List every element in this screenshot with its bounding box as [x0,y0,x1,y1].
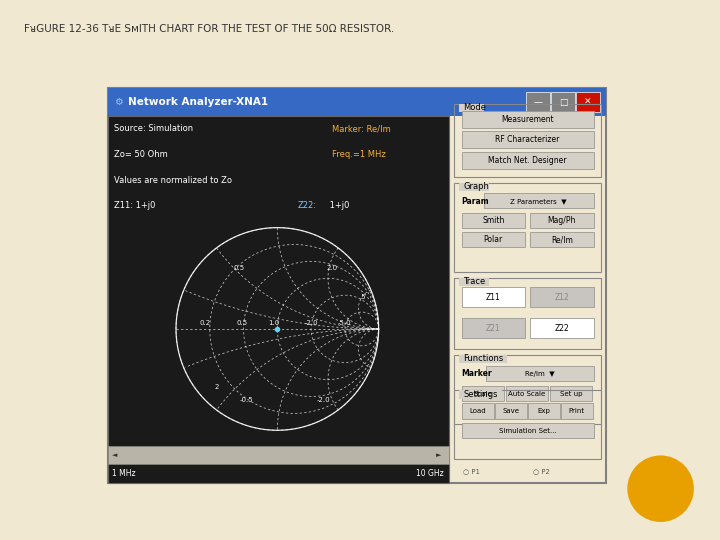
Bar [576,92,600,112]
Bar [454,355,601,424]
Text: 0.5: 0.5 [233,265,244,271]
Bar [505,386,548,401]
Circle shape [627,455,694,522]
Bar [459,183,489,192]
Text: □: □ [559,98,567,107]
Text: Scale: Scale [474,391,492,397]
Bar [454,183,601,272]
Text: Z22: Z22 [554,323,570,333]
Text: -2.0: -2.0 [317,397,330,403]
Bar [454,390,601,460]
Text: Z11: 1+j0: Z11: 1+j0 [114,201,156,211]
Text: ○ P1: ○ P1 [463,468,480,474]
Text: Z22:: Z22: [297,201,316,211]
Bar [530,213,593,228]
Text: Smith: Smith [482,216,505,225]
Bar [108,88,606,117]
Text: Save: Save [502,408,519,414]
Bar [108,117,449,483]
Bar [108,117,449,483]
Text: Set up: Set up [559,391,582,397]
Text: Print: Print [569,408,585,414]
Text: —: — [534,98,543,107]
Bar [462,111,593,127]
Text: Values are normalized to Zo: Values are normalized to Zo [114,176,232,185]
Bar [454,278,601,349]
Bar [462,318,525,338]
Text: Simulation Set...: Simulation Set... [499,428,557,434]
Text: 1 MHz: 1 MHz [112,469,135,477]
Text: Polar: Polar [484,235,503,244]
Text: 1+j0: 1+j0 [327,201,349,211]
Bar [462,232,525,247]
Bar [454,104,601,177]
Text: RF Characterizer: RF Characterizer [495,135,559,144]
Bar [530,232,593,247]
Bar [459,278,489,286]
Bar [459,104,485,112]
Text: Network Analyzer-XNA1: Network Analyzer-XNA1 [128,97,268,107]
Bar [487,366,593,381]
Text: Param: Param [462,197,489,206]
Text: .5: .5 [359,294,366,300]
Text: 1.0: 1.0 [269,320,280,326]
Text: 0.5: 0.5 [236,320,248,326]
Text: FᴚGURE 12-36 TᴚE SᴍITH CHART FOR THE TEST OF THE 50Ω RESISTOR.: FᴚGURE 12-36 TᴚE SᴍITH CHART FOR THE TES… [24,24,394,35]
Text: Match Net. Designer: Match Net. Designer [488,156,567,165]
Text: -5.0: -5.0 [338,320,351,326]
Text: Mode: Mode [463,103,486,112]
Text: -0.5: -0.5 [240,397,253,403]
Text: Z11: Z11 [486,293,500,302]
Text: Z21: Z21 [486,323,500,333]
Text: 10 GHz: 10 GHz [416,469,444,477]
Text: Functions: Functions [463,354,503,363]
Bar [462,423,593,438]
Text: Settings: Settings [463,390,498,399]
Bar [561,403,593,418]
Text: Marker: Re/Im: Marker: Re/Im [332,124,391,133]
Bar [526,92,550,112]
Bar [108,446,449,464]
Bar [462,213,525,228]
Bar [530,318,593,338]
Bar [462,386,504,401]
Bar [552,92,575,112]
Bar [462,403,494,418]
Bar [459,355,507,363]
Text: 0.2: 0.2 [200,320,211,326]
Text: Re/Im  ▼: Re/Im ▼ [525,370,555,376]
Bar [484,193,593,208]
Text: ○ P2: ○ P2 [533,468,549,474]
Text: Source: Simulation: Source: Simulation [114,124,193,133]
Text: ⚙: ⚙ [114,97,122,107]
Text: Zo= 50 Ohm: Zo= 50 Ohm [114,150,168,159]
Bar [462,152,593,168]
Bar [495,403,526,418]
Bar [462,131,593,148]
Text: Re/Im: Re/Im [551,235,572,244]
Text: Z Parameters  ▼: Z Parameters ▼ [510,198,567,204]
Text: -2.0: -2.0 [305,320,318,326]
Text: Load: Load [469,408,486,414]
Bar [549,386,592,401]
Text: Freq.=1 MHz: Freq.=1 MHz [332,150,386,159]
Text: Trace: Trace [463,277,485,286]
Text: ►: ► [436,452,441,458]
Text: 2: 2 [215,384,219,390]
Text: Marker: Marker [462,369,492,378]
Bar [462,287,525,307]
Text: Measurement: Measurement [501,114,554,124]
Text: ✕: ✕ [585,98,592,107]
Text: Mag/Ph: Mag/Ph [548,216,576,225]
Text: Z12: Z12 [554,293,570,302]
Bar [530,287,593,307]
Bar [528,403,559,418]
Text: 2.0: 2.0 [326,265,338,271]
Text: Graph: Graph [463,183,489,191]
Text: Auto Scale: Auto Scale [508,391,546,397]
Text: ◄: ◄ [112,452,117,458]
Text: Exp: Exp [537,408,550,414]
Bar [459,390,503,399]
